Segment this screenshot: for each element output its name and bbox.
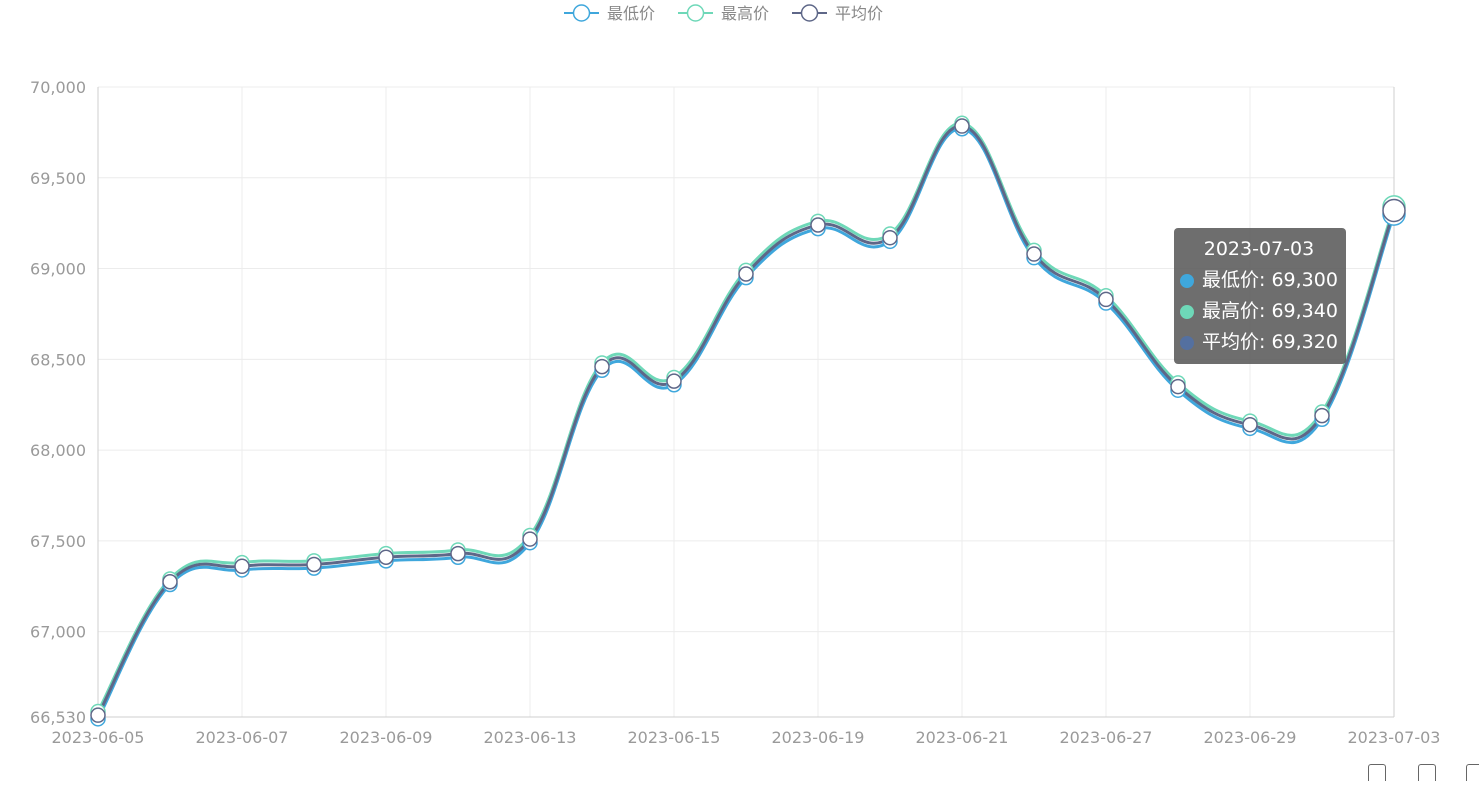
tooltip-label-avg: 平均价: 69,320 [1202, 331, 1338, 353]
x-tick-label: 2023-06-05 [52, 728, 145, 747]
legend-label-2: 平均价 [835, 4, 883, 23]
tooltip-title: 2023-07-03 [1203, 238, 1315, 260]
tooltip-label-min: 最低价: 69,300 [1202, 269, 1338, 291]
series-line-1 [96, 121, 1396, 713]
data-point-2-18 [1382, 198, 1406, 223]
series-line-0 [96, 127, 1396, 720]
tooltip-row-min: 最低价: 69,300 [1180, 265, 1338, 296]
legend-label-0: 最低价 [607, 4, 655, 23]
tooltip-label-max: 最高价: 69,340 [1202, 300, 1338, 322]
tooltip-dot-avg [1180, 335, 1194, 350]
tooltip-row-max: 最高价: 69,340 [1180, 296, 1338, 327]
data-point-2-9 [738, 266, 754, 282]
x-tick-label: 2023-06-27 [1060, 728, 1153, 747]
x-tick-label: 2023-06-21 [916, 728, 1009, 747]
x-tick-label: 2023-06-15 [628, 728, 721, 747]
data-point-2-3 [306, 556, 322, 573]
data-point-2-10 [810, 217, 826, 233]
x-tick-label: 2023-06-13 [484, 728, 577, 747]
x-tick-label: 2023-07-03 [1348, 728, 1441, 747]
y-tick-label: 68,500 [30, 350, 86, 369]
y-tick-label: 67,500 [30, 532, 86, 551]
data-point-2-1 [162, 573, 178, 590]
tooltip-dot-max [1180, 304, 1194, 319]
y-tick-label: 66,530 [30, 708, 86, 727]
y-tick-label: 70,000 [30, 78, 86, 97]
data-point-2-15 [1170, 378, 1186, 395]
data-point-2-8 [666, 373, 682, 389]
series-line-2 [96, 124, 1396, 716]
data-point-2-0 [90, 707, 106, 723]
y-tick-label: 69,000 [30, 260, 86, 279]
data-point-2-2 [234, 558, 250, 575]
data-point-2-13 [1026, 246, 1042, 262]
y-tick-label: 69,500 [30, 169, 86, 188]
x-tick-label: 2023-06-07 [196, 728, 289, 747]
magic-type-icon[interactable] [1418, 764, 1436, 781]
data-point-2-12 [954, 118, 970, 134]
data-point-2-14 [1098, 291, 1114, 308]
data-point-2-6 [522, 531, 538, 547]
data-point-2-16 [1242, 416, 1258, 433]
data-point-2-11 [882, 229, 898, 246]
save-image-icon[interactable] [1466, 764, 1479, 781]
x-tick-label: 2023-06-19 [772, 728, 865, 747]
legend-marker-1 [686, 4, 705, 22]
y-tick-label: 67,000 [30, 623, 86, 642]
tooltip-dot-min [1180, 273, 1194, 288]
legend-marker-0 [572, 4, 591, 22]
tooltip-row-avg: 平均价: 69,320 [1180, 327, 1338, 358]
data-point-2-5 [450, 545, 466, 562]
tooltip: 2023-07-03 最低价: 69,300 最高价: 69,340 平均价: … [1174, 228, 1346, 364]
y-tick-label: 68,000 [30, 441, 86, 460]
x-tick-label: 2023-06-29 [1204, 728, 1297, 747]
data-point-2-17 [1314, 407, 1330, 424]
data-point-2-4 [378, 549, 394, 565]
legend-label-1: 最高价 [721, 4, 769, 23]
data-view-icon[interactable] [1368, 764, 1386, 781]
legend-marker-2 [800, 4, 819, 22]
data-point-2-7 [594, 358, 610, 375]
x-tick-label: 2023-06-09 [340, 728, 433, 747]
